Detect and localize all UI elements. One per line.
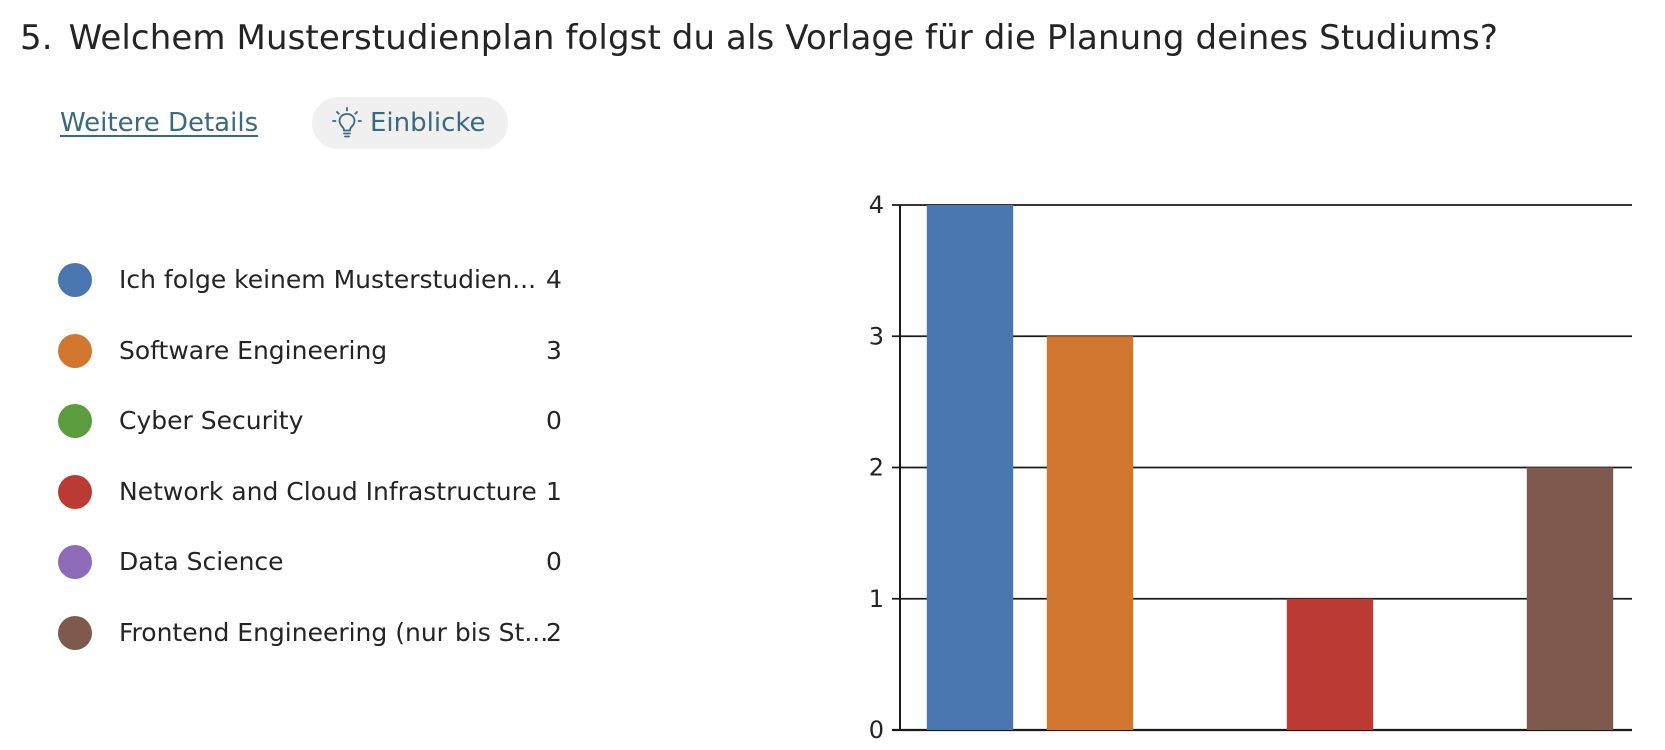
y-tick-label: 0 xyxy=(869,716,884,740)
legend-item[interactable]: Network and Cloud Infrastructure 1 xyxy=(58,474,578,546)
legend-item[interactable]: Ich folge keinem Musterstudien... 4 xyxy=(58,263,578,334)
y-tick-label: 3 xyxy=(869,322,884,350)
legend-color-dot xyxy=(58,263,92,297)
insights-button[interactable]: Einblicke xyxy=(312,97,508,149)
legend-count: 3 xyxy=(546,335,562,365)
more-details-link[interactable]: Weitere Details xyxy=(60,108,259,138)
legend-count: 1 xyxy=(546,476,562,506)
legend-label: Cyber Security xyxy=(119,406,304,436)
insights-label: Einblicke xyxy=(370,108,486,138)
y-tick-label: 1 xyxy=(869,585,884,613)
bar xyxy=(1046,336,1134,730)
legend-count: 0 xyxy=(546,406,562,436)
legend-item[interactable]: Frontend Engineering (nur bis St... 2 xyxy=(58,615,578,687)
legend-color-dot xyxy=(58,615,92,650)
legend-item[interactable]: Data Science 0 xyxy=(58,545,578,616)
bar xyxy=(1526,467,1614,730)
y-tick-label: 4 xyxy=(869,191,884,219)
bar xyxy=(1286,598,1374,730)
bar xyxy=(926,205,1014,730)
bar-chart: 0 1 2 3 4 xyxy=(869,191,1632,740)
legend-label: Software Engineering xyxy=(119,335,388,365)
legend-item[interactable]: Cyber Security 0 xyxy=(58,404,578,475)
legend-count: 0 xyxy=(546,547,562,577)
legend-color-dot xyxy=(58,545,92,580)
legend-color-dot xyxy=(58,333,92,368)
legend-color-dot xyxy=(58,474,92,509)
legend-item[interactable]: Software Engineering 3 xyxy=(58,333,578,405)
chart-legend: Ich folge keinem Musterstudien... 4 Soft… xyxy=(58,263,578,687)
question-title: 5. Welchem Musterstudienplan folgst du al… xyxy=(20,18,1498,58)
legend-label: Data Science xyxy=(119,547,284,577)
legend-count: 4 xyxy=(546,265,562,294)
legend-color-dot xyxy=(58,404,92,439)
legend-label: Frontend Engineering (nur bis St... xyxy=(119,617,549,647)
legend-label: Ich folge keinem Musterstudien... xyxy=(119,265,537,294)
question-text: Welchem Musterstudienplan folgst du als … xyxy=(68,18,1498,58)
question-number: 5. xyxy=(20,18,53,58)
y-tick-label: 2 xyxy=(869,454,884,482)
legend-label: Network and Cloud Infrastructure xyxy=(119,476,537,506)
legend-count: 2 xyxy=(546,617,562,647)
lightbulb-icon xyxy=(332,107,362,139)
